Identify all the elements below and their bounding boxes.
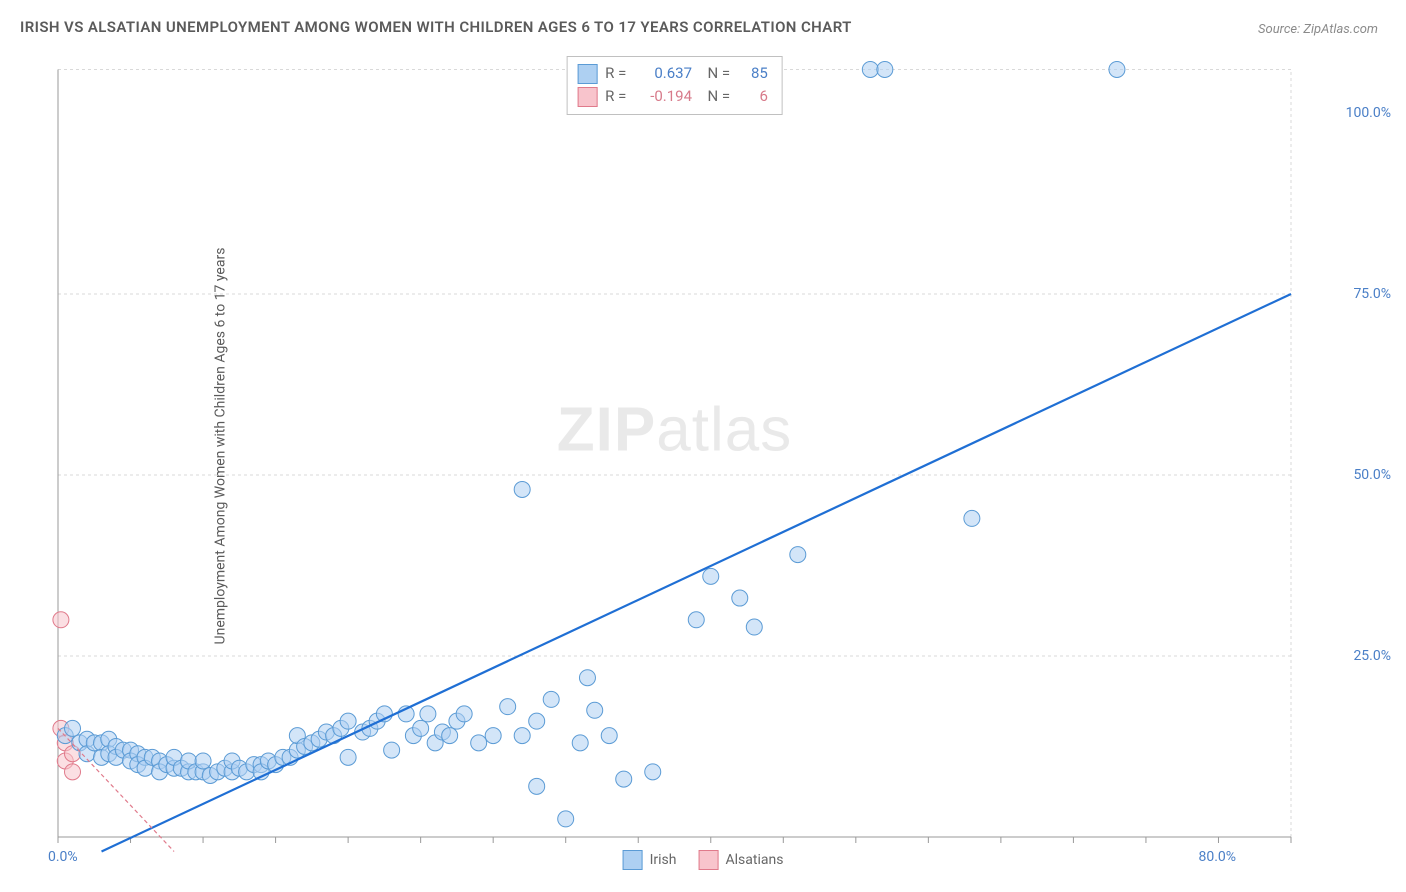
stats-n-irish: 85 [742,62,768,85]
legend-swatch-alsatian [698,850,718,870]
stats-swatch-irish [577,64,597,84]
source-label: Source: ZipAtlas.com [1258,22,1378,37]
y-tick-label: 75.0% [1301,286,1391,302]
x-axis-min-label: 0.0% [48,849,78,865]
legend-label-irish: Irish [650,852,677,868]
stats-n-alsatian: 6 [742,85,768,108]
legend-item-alsatian: Alsatians [698,850,783,870]
stats-box: R = 0.637 N = 85 R = -0.194 N = 6 [566,56,783,115]
stats-label: R = [605,62,630,85]
stats-swatch-alsatian [577,87,597,107]
legend-item-irish: Irish [623,850,677,870]
stats-row-alsatian: R = -0.194 N = 6 [577,85,768,108]
y-tick-label: 25.0% [1301,648,1391,664]
plot-area: ZIPatlas R = 0.637 N = 85 R = -0.194 N =… [58,55,1291,837]
stats-row-irish: R = 0.637 N = 85 [577,62,768,85]
series-legend: Irish Alsatians [623,850,784,870]
stats-label: N = [700,62,734,85]
legend-label-alsatian: Alsatians [725,852,783,868]
legend-swatch-irish [623,850,643,870]
x-axis-max-label: 80.0% [1198,849,1236,865]
stats-r-alsatian: -0.194 [638,85,692,108]
y-tick-label: 50.0% [1301,467,1391,483]
stats-r-irish: 0.637 [638,62,692,85]
stats-label: R = [605,85,630,108]
chart-title: IRISH VS ALSATIAN UNEMPLOYMENT AMONG WOM… [20,18,852,36]
y-tick-label: 100.0% [1301,105,1391,121]
scatter-chart [58,55,1291,837]
stats-label: N = [700,85,734,108]
